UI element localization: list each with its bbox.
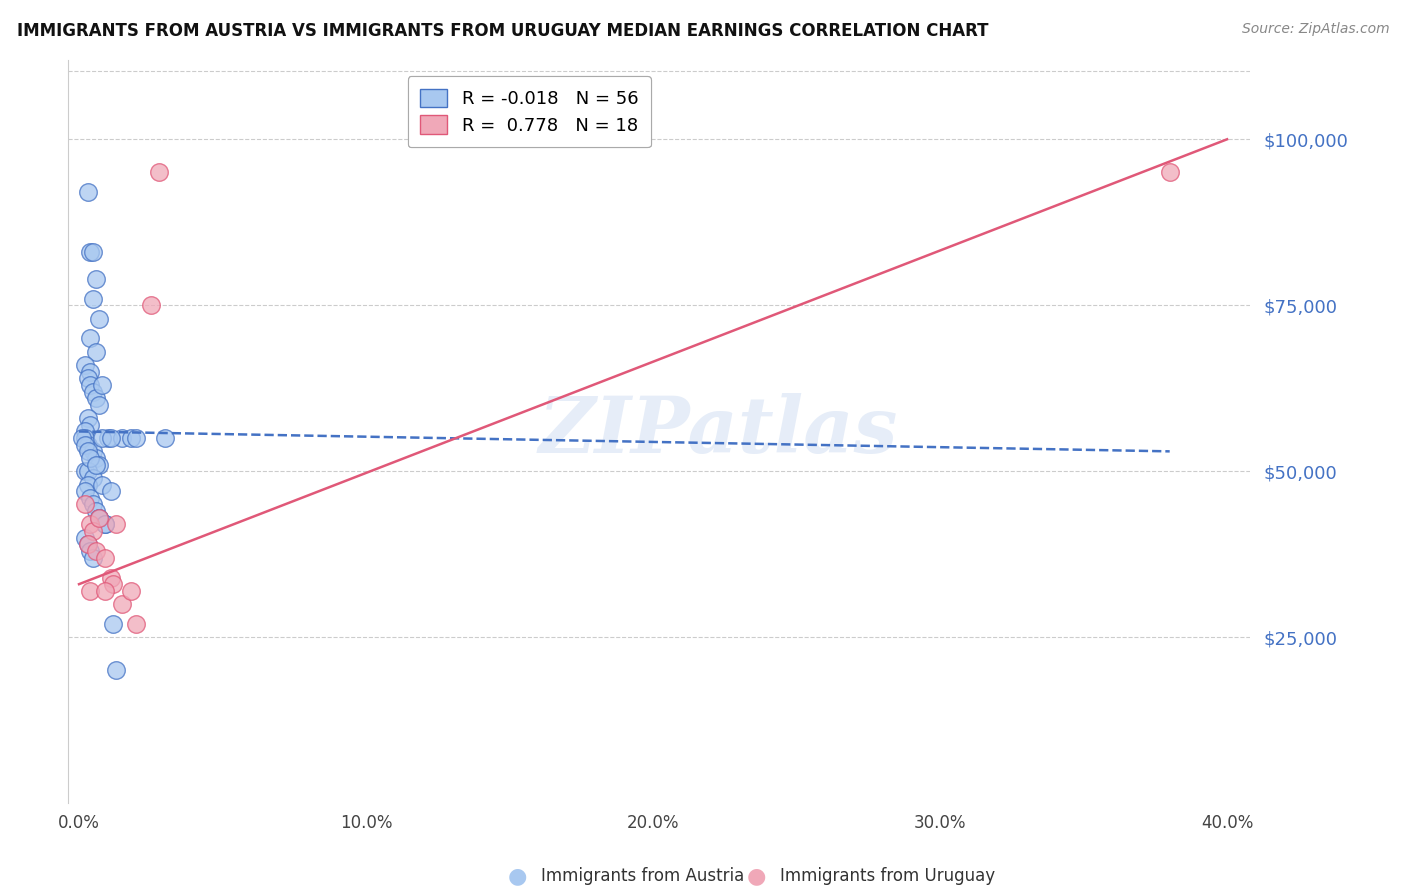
Point — [79, 365, 101, 379]
Point — [103, 577, 125, 591]
Point — [79, 450, 101, 465]
Point — [94, 583, 117, 598]
Point — [73, 484, 96, 499]
Point — [91, 431, 114, 445]
Point — [87, 398, 110, 412]
Point — [84, 450, 107, 465]
Text: ●: ● — [508, 866, 527, 886]
Point — [148, 165, 170, 179]
Point — [76, 537, 98, 551]
Point — [87, 458, 110, 472]
Point — [84, 544, 107, 558]
Point — [91, 378, 114, 392]
Point — [94, 550, 117, 565]
Point — [87, 510, 110, 524]
Point — [111, 431, 134, 445]
Point — [76, 411, 98, 425]
Point — [87, 311, 110, 326]
Point — [79, 245, 101, 260]
Point — [76, 477, 98, 491]
Legend: R = -0.018   N = 56, R =  0.778   N = 18: R = -0.018 N = 56, R = 0.778 N = 18 — [408, 76, 651, 147]
Point — [76, 444, 98, 458]
Point — [73, 431, 96, 445]
Point — [82, 292, 104, 306]
Point — [139, 298, 162, 312]
Point — [103, 617, 125, 632]
Point — [79, 491, 101, 505]
Point — [125, 431, 148, 445]
Point — [1159, 165, 1181, 179]
Point — [97, 431, 120, 445]
Point — [84, 271, 107, 285]
Point — [79, 378, 101, 392]
Text: IMMIGRANTS FROM AUSTRIA VS IMMIGRANTS FROM URUGUAY MEDIAN EARNINGS CORRELATION C: IMMIGRANTS FROM AUSTRIA VS IMMIGRANTS FR… — [17, 22, 988, 40]
Point — [79, 517, 101, 532]
Text: Source: ZipAtlas.com: Source: ZipAtlas.com — [1241, 22, 1389, 37]
Point — [79, 544, 101, 558]
Point — [153, 431, 176, 445]
Point — [84, 391, 107, 405]
Point — [73, 425, 96, 439]
Text: Immigrants from Uruguay: Immigrants from Uruguay — [780, 867, 995, 885]
Point — [73, 498, 96, 512]
Point — [73, 531, 96, 545]
Point — [94, 517, 117, 532]
Point — [76, 537, 98, 551]
Point — [111, 597, 134, 611]
Point — [79, 331, 101, 345]
Point — [120, 431, 142, 445]
Text: Immigrants from Austria: Immigrants from Austria — [541, 867, 745, 885]
Point — [82, 471, 104, 485]
Text: ZIPatlas: ZIPatlas — [538, 393, 897, 470]
Point — [82, 384, 104, 399]
Point — [105, 517, 128, 532]
Point — [87, 510, 110, 524]
Point — [76, 371, 98, 385]
Point — [87, 510, 110, 524]
Text: ●: ● — [747, 866, 766, 886]
Point — [100, 570, 122, 584]
Point — [79, 417, 101, 432]
Point — [105, 664, 128, 678]
Point — [76, 438, 98, 452]
Point — [82, 550, 104, 565]
Point — [73, 464, 96, 478]
Point — [82, 444, 104, 458]
Point — [73, 358, 96, 372]
Point — [100, 431, 122, 445]
Point — [76, 186, 98, 200]
Point — [91, 477, 114, 491]
Point — [73, 438, 96, 452]
Point — [79, 583, 101, 598]
Point — [82, 245, 104, 260]
Point — [94, 517, 117, 532]
Point — [76, 464, 98, 478]
Point — [84, 504, 107, 518]
Point — [125, 617, 148, 632]
Point — [100, 484, 122, 499]
Point — [82, 524, 104, 538]
Point — [120, 583, 142, 598]
Point — [82, 498, 104, 512]
Point — [84, 458, 107, 472]
Point — [84, 344, 107, 359]
Point — [70, 431, 93, 445]
